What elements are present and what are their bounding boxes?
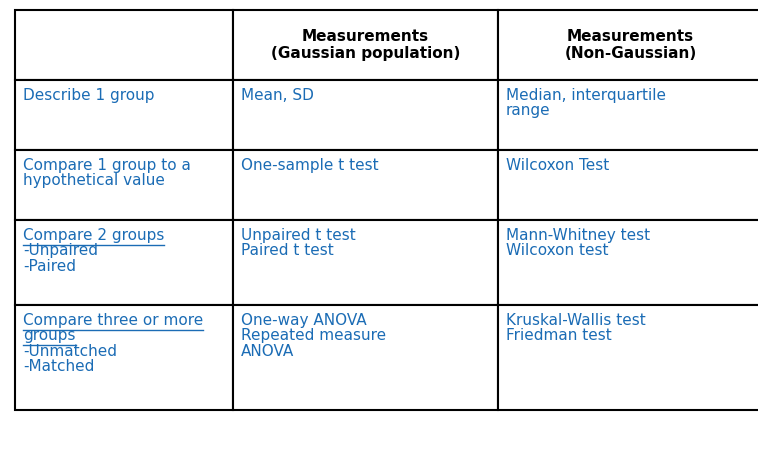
Text: -Matched: -Matched xyxy=(23,359,95,374)
Text: hypothetical value: hypothetical value xyxy=(23,173,165,189)
Text: Friedman test: Friedman test xyxy=(506,328,612,343)
Text: Repeated measure: Repeated measure xyxy=(241,328,386,343)
Text: Paired t test: Paired t test xyxy=(241,243,334,258)
Bar xyxy=(233,10,498,80)
Text: One-way ANOVA: One-way ANOVA xyxy=(241,313,367,328)
Text: Measurements
(Gaussian population): Measurements (Gaussian population) xyxy=(271,29,460,61)
Text: Median, interquartile: Median, interquartile xyxy=(506,88,666,103)
Text: -Unpaired: -Unpaired xyxy=(23,243,98,258)
Bar xyxy=(15,80,233,150)
Bar xyxy=(15,150,233,220)
Bar xyxy=(233,150,498,220)
Text: One-sample t test: One-sample t test xyxy=(241,158,379,173)
Bar xyxy=(498,220,758,305)
Bar xyxy=(15,220,233,305)
Bar xyxy=(233,220,498,305)
Text: ANOVA: ANOVA xyxy=(241,344,294,359)
Bar xyxy=(233,305,498,410)
Bar xyxy=(498,80,758,150)
Text: Describe 1 group: Describe 1 group xyxy=(23,88,155,103)
Text: Unpaired t test: Unpaired t test xyxy=(241,228,356,243)
Text: -Paired: -Paired xyxy=(23,259,76,274)
Text: Wilcoxon test: Wilcoxon test xyxy=(506,243,609,258)
Bar xyxy=(233,80,498,150)
Text: Compare three or more: Compare three or more xyxy=(23,313,203,328)
Text: Kruskal-Wallis test: Kruskal-Wallis test xyxy=(506,313,646,328)
Text: -Unmatched: -Unmatched xyxy=(23,344,117,359)
Text: Mann-Whitney test: Mann-Whitney test xyxy=(506,228,650,243)
Bar xyxy=(15,305,233,410)
Bar xyxy=(498,10,758,80)
Text: Wilcoxon Test: Wilcoxon Test xyxy=(506,158,609,173)
Text: Compare 2 groups: Compare 2 groups xyxy=(23,228,164,243)
Bar xyxy=(498,305,758,410)
Text: Mean, SD: Mean, SD xyxy=(241,88,314,103)
Bar xyxy=(498,150,758,220)
Bar xyxy=(15,10,233,80)
Text: Compare 1 group to a: Compare 1 group to a xyxy=(23,158,191,173)
Text: range: range xyxy=(506,104,550,118)
Text: groups: groups xyxy=(23,328,76,343)
Text: Measurements
(Non-Gaussian): Measurements (Non-Gaussian) xyxy=(565,29,697,61)
